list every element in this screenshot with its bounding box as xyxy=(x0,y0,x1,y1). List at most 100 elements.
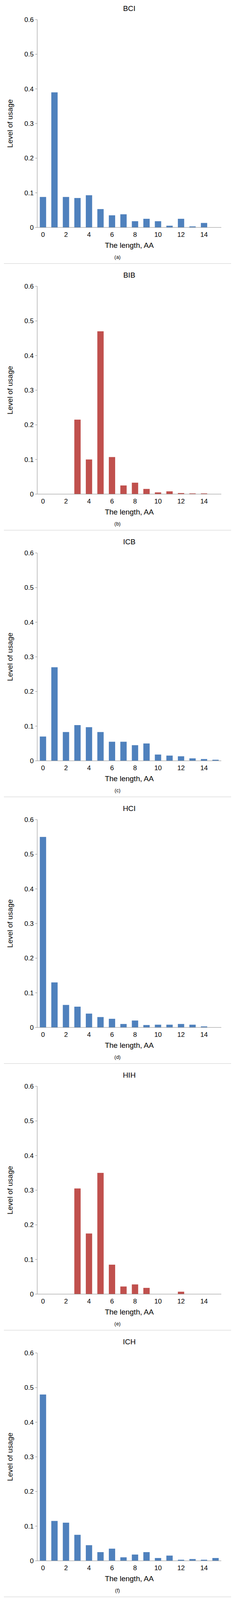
bar xyxy=(131,1282,139,1293)
x-tick-label: 6 xyxy=(110,497,114,505)
x-axis xyxy=(37,1292,222,1293)
y-axis-label: Level of usage xyxy=(5,365,15,414)
y-axis-label: Level of usage xyxy=(5,1430,15,1480)
x-tick-label: 4 xyxy=(86,1562,91,1570)
x-tick-label: 0 xyxy=(41,1296,45,1304)
x-tick-label: 4 xyxy=(86,1296,91,1304)
y-tick-label: 0.2 xyxy=(24,420,34,429)
bar xyxy=(62,1003,69,1027)
x-tick-label: 14 xyxy=(200,1562,208,1570)
x-tick-label: 8 xyxy=(133,230,137,239)
y-tick-label: 0.5 xyxy=(24,583,34,591)
y-axis xyxy=(37,552,38,760)
x-tick-label: 8 xyxy=(133,1296,137,1304)
bar xyxy=(74,419,81,494)
panel: HCI00.10.20.30.40.50.6Level of usage0246… xyxy=(3,803,232,1063)
x-tick-label: 12 xyxy=(177,1296,185,1304)
bar xyxy=(74,1005,81,1027)
bar xyxy=(120,1285,127,1293)
bar xyxy=(74,724,81,760)
bar xyxy=(62,1520,69,1559)
bar xyxy=(131,1019,139,1027)
x-tick-label: 0 xyxy=(41,763,45,771)
bar xyxy=(120,484,127,494)
x-tick-label: 12 xyxy=(177,1562,185,1570)
y-tick xyxy=(35,1292,38,1293)
x-tick-label: 12 xyxy=(177,497,185,505)
x-tick-label: 14 xyxy=(200,230,208,239)
x-tick-label: 8 xyxy=(133,497,137,505)
bar xyxy=(120,740,127,760)
y-tick-label: 0.1 xyxy=(24,988,34,996)
title: ICH xyxy=(122,1335,136,1345)
x-tick-label: 2 xyxy=(64,497,68,505)
y-tick xyxy=(35,1188,38,1190)
y-tick xyxy=(35,123,38,124)
y-tick xyxy=(35,656,38,657)
bar xyxy=(177,1022,185,1027)
bar xyxy=(200,758,208,760)
separator xyxy=(3,1594,232,1596)
y-tick xyxy=(35,956,38,958)
bar xyxy=(143,1023,150,1027)
panel: ICH00.10.20.30.40.50.6Level of usage0246… xyxy=(3,1335,232,1595)
y-tick-label: 0 xyxy=(30,1555,34,1563)
x-tick-label: 14 xyxy=(200,763,208,771)
bar xyxy=(108,456,116,494)
x-tick-label: 10 xyxy=(154,763,162,771)
x-tick-label: 10 xyxy=(154,497,162,505)
bar xyxy=(120,1555,127,1559)
x-tick-label: 14 xyxy=(200,1029,208,1038)
title: HCI xyxy=(122,803,136,812)
bar xyxy=(74,197,81,228)
x-axis-label: The length, AA xyxy=(104,507,154,516)
bars xyxy=(39,666,219,761)
bar xyxy=(97,1550,104,1559)
x-tick-label: 0 xyxy=(41,1562,45,1570)
y-axis xyxy=(37,1084,38,1293)
title: HIH xyxy=(122,1069,136,1078)
title: BCI xyxy=(122,4,136,13)
y-tick-label: 0.2 xyxy=(24,154,34,162)
bar xyxy=(212,1556,219,1559)
x-tick-label: 6 xyxy=(110,230,114,239)
bar xyxy=(39,735,47,760)
y-tick xyxy=(35,1489,38,1490)
x-tick-label: 12 xyxy=(177,763,185,771)
bar xyxy=(166,1553,173,1559)
y-tick xyxy=(35,493,38,494)
bar xyxy=(51,981,58,1027)
y-tick xyxy=(35,586,38,588)
x-tick-label: 2 xyxy=(64,763,68,771)
bar xyxy=(189,1557,196,1559)
x-axis xyxy=(37,493,222,494)
y-tick-label: 0.3 xyxy=(24,1185,34,1193)
x-tick-label: 14 xyxy=(200,497,208,505)
y-tick-label: 0.6 xyxy=(24,1347,34,1356)
bar xyxy=(39,1392,47,1559)
bar xyxy=(108,1546,116,1559)
separator xyxy=(3,1328,232,1329)
x-tick-label: 8 xyxy=(133,1562,137,1570)
figure: BCI00.10.20.30.40.50.6Level of usage0246… xyxy=(0,0,235,1598)
y-tick-label: 0 xyxy=(30,223,34,232)
bar xyxy=(62,196,69,228)
y-tick-label: 0.1 xyxy=(24,455,34,463)
y-tick-label: 0.6 xyxy=(24,815,34,823)
bar xyxy=(131,1552,139,1559)
bar xyxy=(131,482,139,494)
y-tick xyxy=(35,1153,38,1155)
y-tick-label: 0.3 xyxy=(24,119,34,128)
bar xyxy=(143,1286,150,1293)
y-tick xyxy=(35,227,38,228)
y-tick-label: 0.1 xyxy=(24,189,34,197)
bar xyxy=(51,666,58,761)
x-tick-label: 6 xyxy=(110,1562,114,1570)
y-tick xyxy=(35,320,38,321)
bar xyxy=(143,218,150,228)
bar xyxy=(189,1023,196,1027)
caption: (d) xyxy=(114,1052,121,1059)
bar xyxy=(97,208,104,228)
bar xyxy=(143,742,150,760)
y-tick-label: 0.3 xyxy=(24,1451,34,1459)
